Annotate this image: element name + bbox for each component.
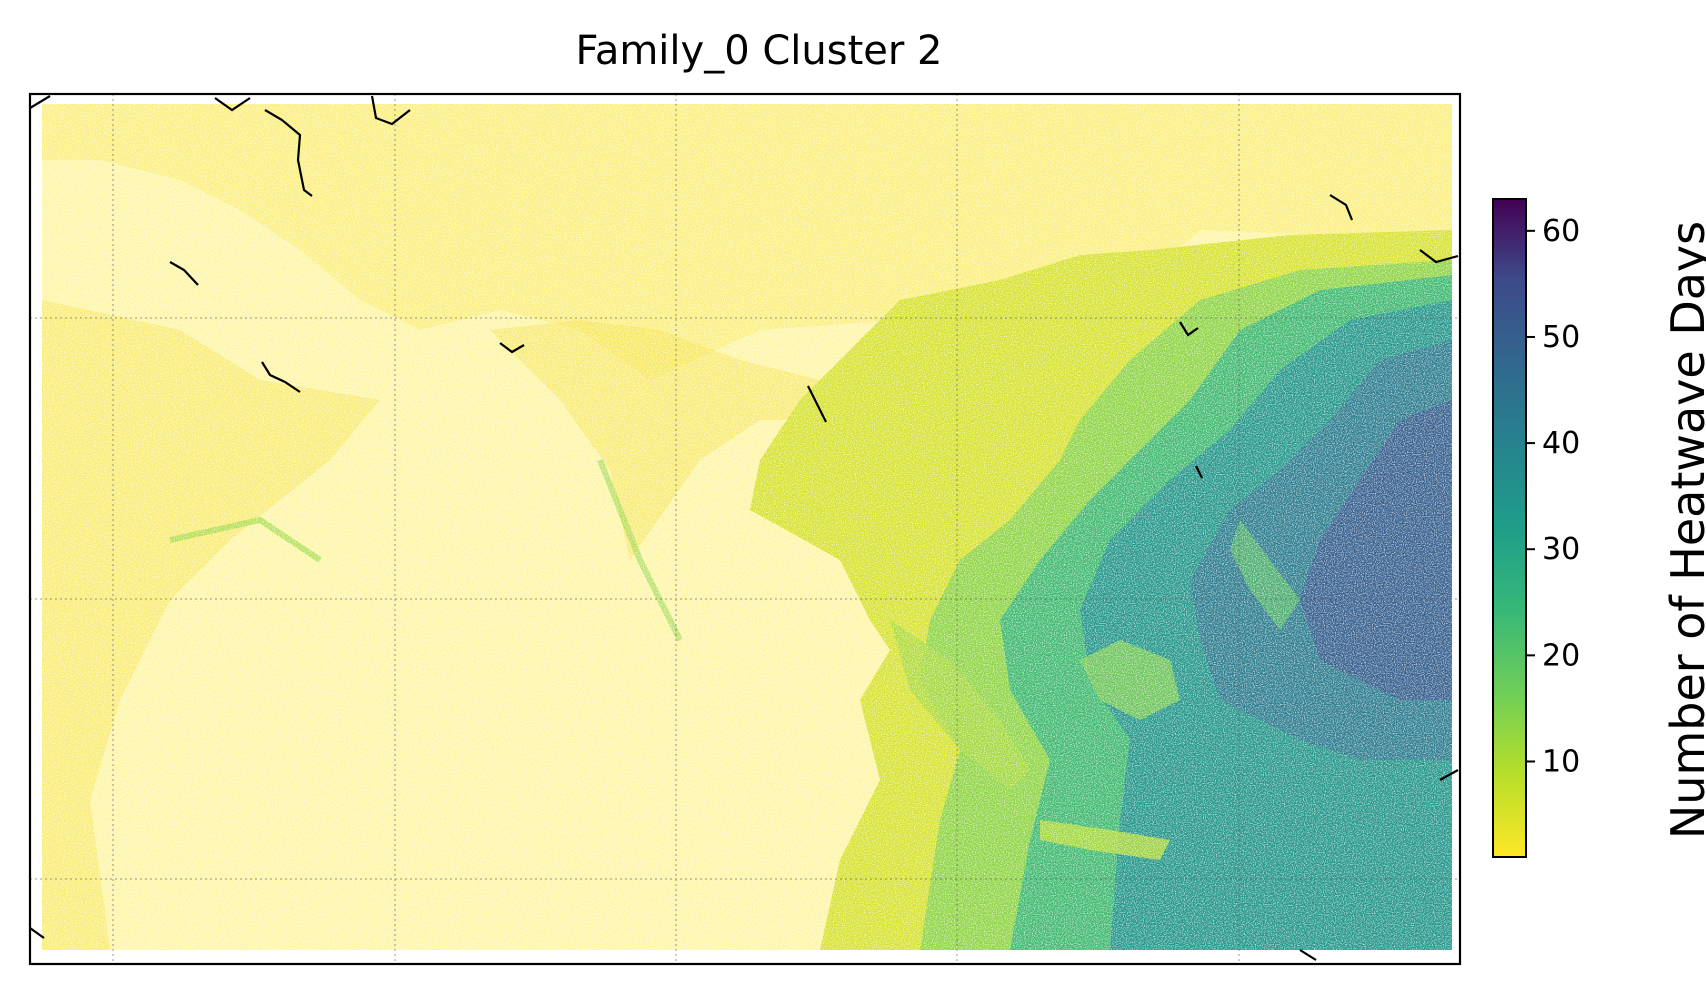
colorbar: 10 20 30 40 50 60	[1492, 198, 1580, 858]
colorbar-gradient	[1493, 199, 1526, 857]
heat-field	[30, 94, 1460, 964]
colorbar-tick-label: 10	[1542, 744, 1580, 779]
colorbar-frame	[1492, 198, 1527, 858]
colorbar-tick-label: 60	[1542, 214, 1580, 249]
gridlines	[30, 94, 1460, 964]
chart-title: Family_0 Cluster 2	[575, 28, 943, 74]
grain-overlay	[30, 94, 1460, 964]
colorbar-tick-label: 30	[1542, 532, 1580, 567]
colorbar-label: Number of Heatwave Days	[1661, 220, 1706, 840]
map-frame	[28, 92, 1462, 966]
colorbar-tick-label: 20	[1542, 638, 1580, 673]
colorbar-ticks: 10 20 30 40 50 60	[1526, 214, 1580, 779]
colorbar-tick-label: 40	[1542, 426, 1580, 461]
coastlines	[30, 95, 1459, 961]
colorbar-tick-label: 50	[1542, 320, 1580, 355]
